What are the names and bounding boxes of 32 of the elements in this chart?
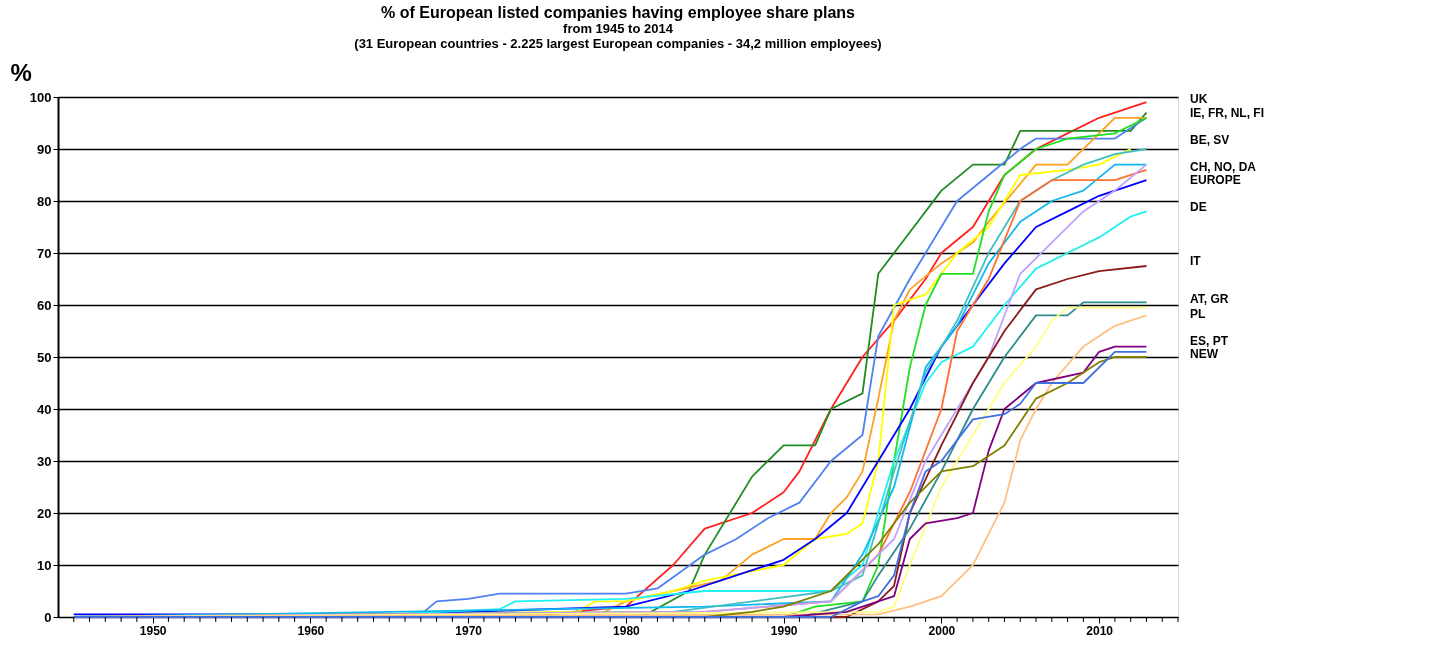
text: AT, GR	[1190, 292, 1229, 307]
text: UK	[1190, 91, 1208, 106]
x-tick-label: 2010	[1086, 623, 1114, 638]
chart-title: % of European listed companies having employee share plans	[381, 4, 856, 21]
x-tick-label: 1950	[139, 623, 167, 638]
y-tick-label: 50	[37, 349, 52, 365]
text: EUROPE	[1190, 173, 1241, 188]
y-tick-label: 30	[37, 453, 52, 469]
text: CH, NO, DA	[1190, 159, 1257, 174]
y-tick-label: 80	[37, 193, 52, 209]
x-tick-label: 1960	[297, 623, 325, 638]
text: PL	[1190, 306, 1206, 321]
x-tick-label: 1980	[613, 623, 641, 638]
y-tick-label: 20	[37, 505, 52, 521]
y-axis-title: %	[10, 58, 32, 86]
chart-subtitle: from 1945 to 2014 (31 European countries - 2.225 largest European companies - 34,2 million employees)	[354, 21, 882, 51]
text: DE	[1190, 200, 1207, 215]
x-tick-label: 2000	[928, 623, 956, 638]
y-tick-label: 60	[37, 297, 52, 313]
y-tick-label: 70	[37, 245, 52, 261]
y-tick-label: 10	[37, 557, 52, 573]
y-tick-label: 90	[37, 141, 52, 157]
text: NEW	[1190, 346, 1219, 361]
y-tick-label: 100	[29, 89, 52, 105]
y-tick-label: 0	[44, 609, 52, 625]
text: ES, PT	[1190, 334, 1229, 349]
x-tick-label: 1970	[455, 623, 483, 638]
y-tick-label: 40	[37, 401, 52, 417]
text: IT	[1190, 253, 1202, 268]
text: IE, FR, NL, FI	[1190, 106, 1264, 121]
text: BE, SV	[1190, 132, 1230, 147]
x-tick-label: 1990	[770, 623, 798, 638]
